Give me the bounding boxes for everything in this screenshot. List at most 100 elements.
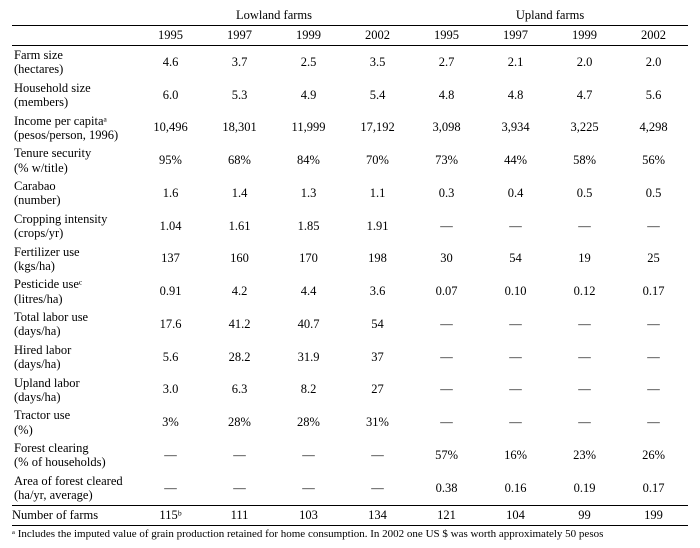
table-row: Pesticide useᶜ(litres/ha)0.914.24.43.60.…: [12, 275, 688, 308]
blank-cell: [12, 8, 136, 26]
data-cell: —: [412, 341, 481, 374]
data-cell: 5.6: [619, 79, 688, 112]
data-cell: 54: [343, 308, 412, 341]
data-cell: 37: [343, 341, 412, 374]
data-cell: —: [136, 472, 205, 505]
row-label-main: Pesticide useᶜ: [14, 277, 82, 291]
data-cell: —: [136, 439, 205, 472]
data-cell: —: [619, 406, 688, 439]
data-cell: —: [274, 472, 343, 505]
row-label: Pesticide useᶜ(litres/ha): [12, 275, 136, 308]
data-cell: 10,496: [136, 112, 205, 145]
data-cell: 8.2: [274, 374, 343, 407]
data-cell: 57%: [412, 439, 481, 472]
data-cell: 0.10: [481, 275, 550, 308]
row-label-sub: (days/ha): [14, 357, 136, 371]
data-cell: 198: [343, 243, 412, 276]
table-row: Farm size(hectares)4.63.72.53.52.72.12.0…: [12, 46, 688, 79]
data-cell: —: [205, 439, 274, 472]
data-cell: 1.6: [136, 177, 205, 210]
data-cell: —: [481, 341, 550, 374]
data-cell: 28%: [205, 406, 274, 439]
data-cell: 4.7: [550, 79, 619, 112]
data-cell: 4.4: [274, 275, 343, 308]
table-row: Total labor use(days/ha)17.641.240.754——…: [12, 308, 688, 341]
data-cell: 0.17: [619, 275, 688, 308]
data-cell: 30: [412, 243, 481, 276]
data-cell: 4.8: [412, 79, 481, 112]
data-cell: —: [619, 210, 688, 243]
data-cell: 1.85: [274, 210, 343, 243]
data-cell: —: [481, 406, 550, 439]
data-cell: 31.9: [274, 341, 343, 374]
data-cell: 6.0: [136, 79, 205, 112]
data-cell: —: [343, 439, 412, 472]
row-label-main: Farm size: [14, 48, 63, 62]
data-cell: 58%: [550, 144, 619, 177]
data-cell: 54: [481, 243, 550, 276]
row-label: Total labor use(days/ha): [12, 308, 136, 341]
year-cell: 2002: [343, 26, 412, 46]
group-upland: Upland farms: [412, 8, 688, 26]
row-label-main: Total labor use: [14, 310, 88, 324]
data-cell: 0.12: [550, 275, 619, 308]
data-cell: 25: [619, 243, 688, 276]
row-label-main: Hired labor: [14, 343, 71, 357]
data-cell: 2.7: [412, 46, 481, 79]
data-cell: 16%: [481, 439, 550, 472]
row-label-main: Forest clearing: [14, 441, 89, 455]
data-cell: 2.0: [619, 46, 688, 79]
data-cell: 0.17: [619, 472, 688, 505]
data-cell: —: [412, 210, 481, 243]
row-label: Carabao(number): [12, 177, 136, 210]
table-row: Household size(members)6.05.34.95.44.84.…: [12, 79, 688, 112]
data-cell: 4.6: [136, 46, 205, 79]
row-label: Forest clearing(% of households): [12, 439, 136, 472]
data-cell: 121: [412, 505, 481, 525]
data-cell: 0.5: [550, 177, 619, 210]
blank-cell: [12, 26, 136, 46]
data-cell: 1.04: [136, 210, 205, 243]
row-label-sub: (days/ha): [14, 324, 136, 338]
row-label-sub: (kgs/ha): [14, 259, 136, 273]
data-cell: 17.6: [136, 308, 205, 341]
row-label-sub: (members): [14, 95, 136, 109]
data-cell: 104: [481, 505, 550, 525]
data-cell: 3.5: [343, 46, 412, 79]
data-cell: 2.5: [274, 46, 343, 79]
data-cell: —: [550, 406, 619, 439]
row-label-sub: (number): [14, 193, 136, 207]
data-cell: —: [550, 341, 619, 374]
data-cell: 1.3: [274, 177, 343, 210]
data-cell: 56%: [619, 144, 688, 177]
row-label: Hired labor(days/ha): [12, 341, 136, 374]
data-cell: 1.4: [205, 177, 274, 210]
data-cell: —: [274, 439, 343, 472]
data-cell: 73%: [412, 144, 481, 177]
data-cell: —: [343, 472, 412, 505]
data-cell: 0.16: [481, 472, 550, 505]
data-cell: 3,934: [481, 112, 550, 145]
data-cell: —: [619, 374, 688, 407]
data-cell: 18,301: [205, 112, 274, 145]
data-cell: —: [619, 308, 688, 341]
farm-comparison-table: Lowland farms Upland farms 1995 1997 199…: [12, 8, 688, 526]
data-cell: 95%: [136, 144, 205, 177]
row-label: Household size(members): [12, 79, 136, 112]
row-label: Tractor use(%): [12, 406, 136, 439]
row-label-main: Carabao: [14, 179, 56, 193]
data-cell: 4,298: [619, 112, 688, 145]
data-cell: 68%: [205, 144, 274, 177]
footer-row: Number of farms 115ᵇ 111 103 134 121 104…: [12, 505, 688, 525]
row-label-main: Upland labor: [14, 376, 80, 390]
group-header-row: Lowland farms Upland farms: [12, 8, 688, 26]
row-label-main: Cropping intensity: [14, 212, 107, 226]
table-row: Carabao(number)1.61.41.31.10.30.40.50.5: [12, 177, 688, 210]
row-label-main: Fertilizer use: [14, 245, 80, 259]
year-cell: 1999: [550, 26, 619, 46]
data-cell: 0.38: [412, 472, 481, 505]
row-label: Farm size(hectares): [12, 46, 136, 79]
row-label-sub: (% w/title): [14, 161, 136, 175]
data-cell: 1.91: [343, 210, 412, 243]
data-cell: 84%: [274, 144, 343, 177]
